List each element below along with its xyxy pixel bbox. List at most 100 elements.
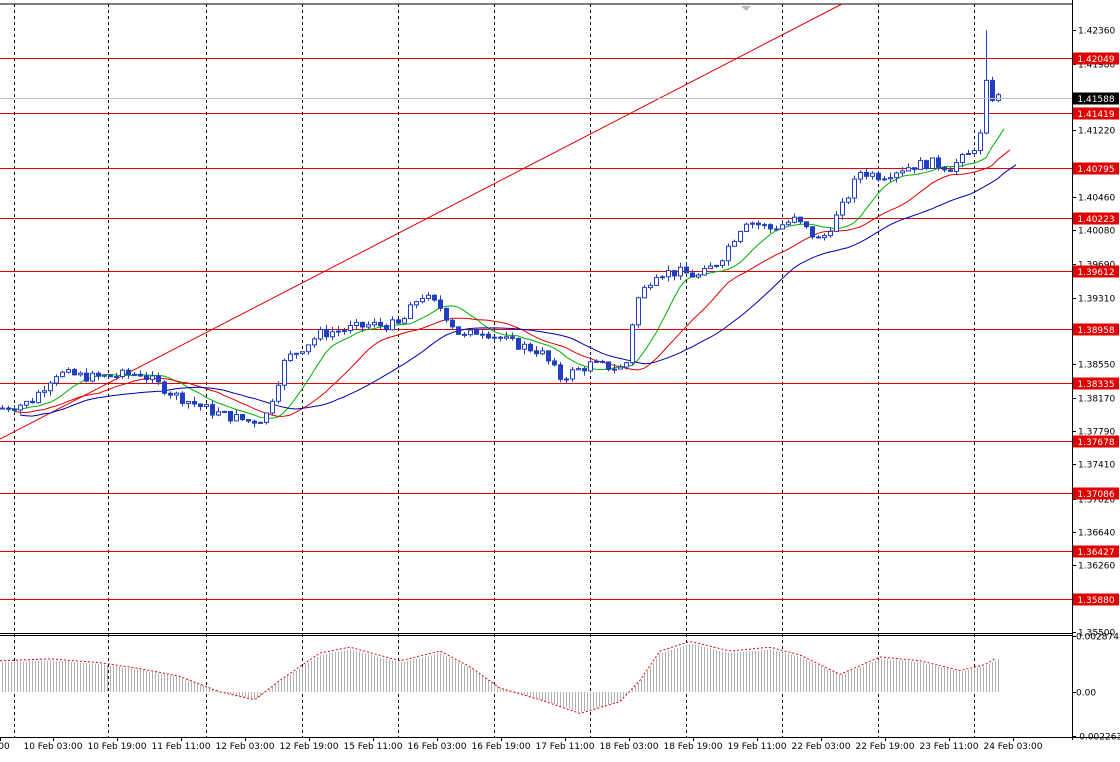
candle-body: [60, 371, 65, 378]
level-label-4: 1.39612: [1077, 268, 1114, 278]
candle-body: [432, 294, 437, 301]
candle-body: [870, 172, 875, 177]
candle-body: [966, 153, 971, 156]
candle-body: [312, 338, 317, 346]
candle-body: [528, 343, 533, 352]
price-label-12: 1.37020: [1078, 496, 1115, 506]
candle-body: [168, 392, 173, 396]
candle-body: [942, 166, 947, 171]
candle-body: [600, 360, 605, 363]
candle-body: [852, 178, 857, 199]
candle-body: [396, 319, 401, 324]
candle-body: [246, 419, 251, 422]
osc-label-1: 0.00: [1076, 689, 1096, 699]
candles: [0, 30, 1001, 428]
candle-body: [264, 412, 269, 423]
candle-body: [444, 307, 449, 321]
level-label-9: 1.36427: [1077, 548, 1114, 558]
candle-body: [270, 400, 275, 414]
price-label-6: 1.39310: [1078, 295, 1115, 305]
oscillator-axis: 0.002874 0.00 -0.002263: [1072, 633, 1120, 743]
candle-body: [648, 284, 653, 289]
time-label-1: 10 Feb 03:00: [23, 742, 82, 752]
candle-body: [882, 178, 887, 181]
level-label-bg-1: [1073, 107, 1119, 120]
candle-body: [996, 94, 1001, 101]
candle-body: [180, 392, 185, 404]
time-label-5: 12 Feb 19:00: [279, 742, 338, 752]
candle-body: [540, 350, 545, 355]
candle-body: [342, 329, 347, 332]
candle-body: [126, 369, 131, 375]
time-label-2: 10 Feb 19:00: [87, 742, 146, 752]
candle-body: [900, 170, 905, 174]
candle-body: [18, 404, 23, 411]
candle-body: [912, 167, 917, 170]
candle-body: [138, 373, 143, 377]
candle-body: [192, 401, 197, 405]
candle-body: [12, 408, 17, 411]
candle-body: [78, 372, 83, 376]
candle-body: [624, 362, 629, 368]
scroll-marker[interactable]: [741, 6, 751, 11]
candle-body: [186, 401, 191, 404]
candle-body: [36, 391, 41, 404]
candle-body: [252, 420, 257, 424]
time-label-0: 00: [0, 742, 10, 752]
candle-body: [792, 216, 797, 223]
candle-body: [522, 343, 527, 350]
candle-body: [210, 404, 215, 416]
current-price-label: 1.41588: [1077, 95, 1114, 105]
candle-body: [954, 162, 959, 172]
candle-body: [162, 381, 167, 394]
time-label-15: 23 Feb 11:00: [919, 742, 978, 752]
level-label-bg-2: [1073, 162, 1119, 175]
time-label-8: 16 Feb 19:00: [471, 742, 530, 752]
trendline-line: [0, 3, 843, 440]
moving-average-2: [19, 164, 1017, 417]
candle-body: [810, 226, 815, 238]
candle-body: [306, 344, 311, 353]
candle-body: [768, 224, 773, 230]
candle-body: [858, 171, 863, 180]
candle-body: [702, 268, 707, 276]
candle-body: [408, 304, 413, 320]
candle-body: [480, 333, 485, 336]
candle-body: [402, 318, 407, 324]
candle-body: [840, 201, 845, 216]
candle-body: [636, 297, 641, 326]
candle-body: [450, 319, 455, 328]
candle-body: [360, 321, 365, 328]
candle-body: [936, 157, 941, 168]
candle-body: [204, 404, 209, 407]
trendline[interactable]: [0, 3, 843, 440]
candle-body: [84, 372, 89, 382]
candle-body: [906, 167, 911, 172]
candle-body: [534, 350, 539, 355]
candle-body: [348, 325, 353, 331]
osc-label-2: -0.002263: [1076, 733, 1120, 743]
candle-body: [324, 329, 329, 338]
price-label-3: 1.40460: [1078, 194, 1115, 204]
candle-body: [174, 392, 179, 396]
oscillator-signal-line: [0, 641, 997, 714]
candle-body: [426, 294, 431, 299]
horizontal-levels[interactable]: [0, 58, 1072, 600]
candle-body: [6, 407, 11, 410]
candle-body: [468, 329, 473, 336]
moving-average-1: [13, 149, 1011, 417]
candle-body: [714, 264, 719, 267]
oscillator-panel: [0, 641, 999, 714]
candle-body: [780, 224, 785, 230]
level-label-bg-6: [1073, 377, 1119, 390]
level-label-bg-3: [1073, 212, 1119, 225]
candle-body: [582, 368, 587, 372]
candle-body: [798, 216, 803, 223]
time-label-3: 11 Feb 11:00: [151, 742, 210, 752]
candle-body: [300, 351, 305, 354]
candle-body: [570, 369, 575, 380]
candle-body: [612, 368, 617, 371]
candle-body: [30, 400, 35, 404]
